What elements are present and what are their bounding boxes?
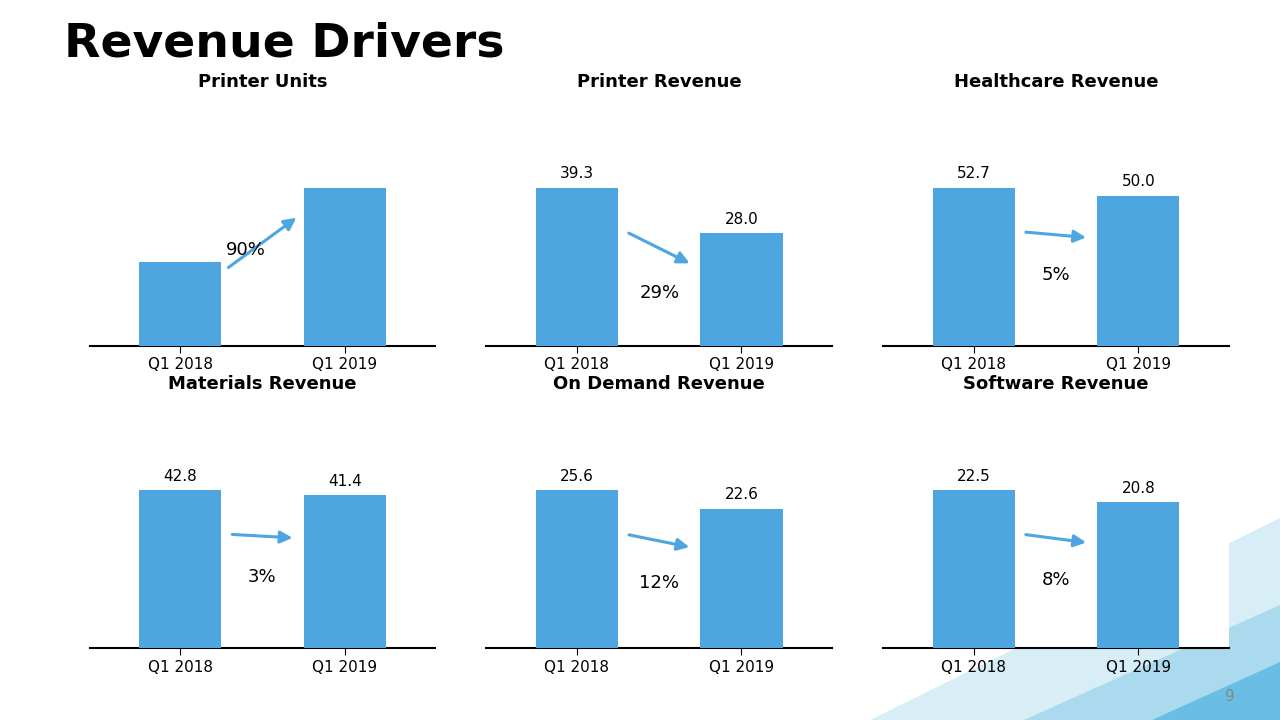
Bar	[140, 263, 221, 346]
Text: 5%: 5%	[1042, 266, 1070, 284]
Text: Revenue Drivers: Revenue Drivers	[64, 22, 504, 67]
Title: Materials Revenue: Materials Revenue	[168, 375, 357, 393]
Bar	[933, 188, 1015, 346]
Text: 29%: 29%	[639, 284, 680, 302]
Title: Healthcare Revenue: Healthcare Revenue	[954, 73, 1158, 91]
Text: 90%: 90%	[227, 241, 266, 259]
Bar	[1097, 502, 1179, 648]
Title: Printer Units: Printer Units	[197, 73, 328, 91]
Title: Printer Revenue: Printer Revenue	[577, 73, 741, 91]
Text: 52.7: 52.7	[957, 166, 991, 181]
Bar	[536, 490, 618, 648]
Text: 3%: 3%	[248, 567, 276, 585]
Bar	[140, 490, 221, 648]
Text: 50.0: 50.0	[1121, 174, 1155, 189]
Polygon shape	[870, 518, 1280, 720]
Text: 25.6: 25.6	[559, 469, 594, 484]
Polygon shape	[1152, 662, 1280, 720]
Text: 8%: 8%	[1042, 571, 1070, 589]
Bar	[303, 188, 385, 346]
Text: 39.3: 39.3	[559, 166, 594, 181]
Bar	[536, 188, 618, 346]
Text: 20.8: 20.8	[1121, 481, 1155, 495]
Text: 22.6: 22.6	[724, 487, 759, 503]
Text: 28.0: 28.0	[724, 212, 758, 227]
Bar	[1097, 196, 1179, 346]
Bar	[933, 490, 1015, 648]
Bar	[700, 233, 782, 346]
Text: 41.4: 41.4	[328, 474, 361, 489]
Bar	[700, 508, 782, 648]
Title: Software Revenue: Software Revenue	[964, 375, 1148, 393]
Polygon shape	[1024, 605, 1280, 720]
Text: 22.5: 22.5	[957, 469, 991, 484]
Text: 9: 9	[1225, 689, 1235, 704]
Text: 12%: 12%	[639, 574, 680, 592]
Title: On Demand Revenue: On Demand Revenue	[553, 375, 765, 393]
Bar	[303, 495, 385, 648]
Text: 42.8: 42.8	[164, 469, 197, 484]
